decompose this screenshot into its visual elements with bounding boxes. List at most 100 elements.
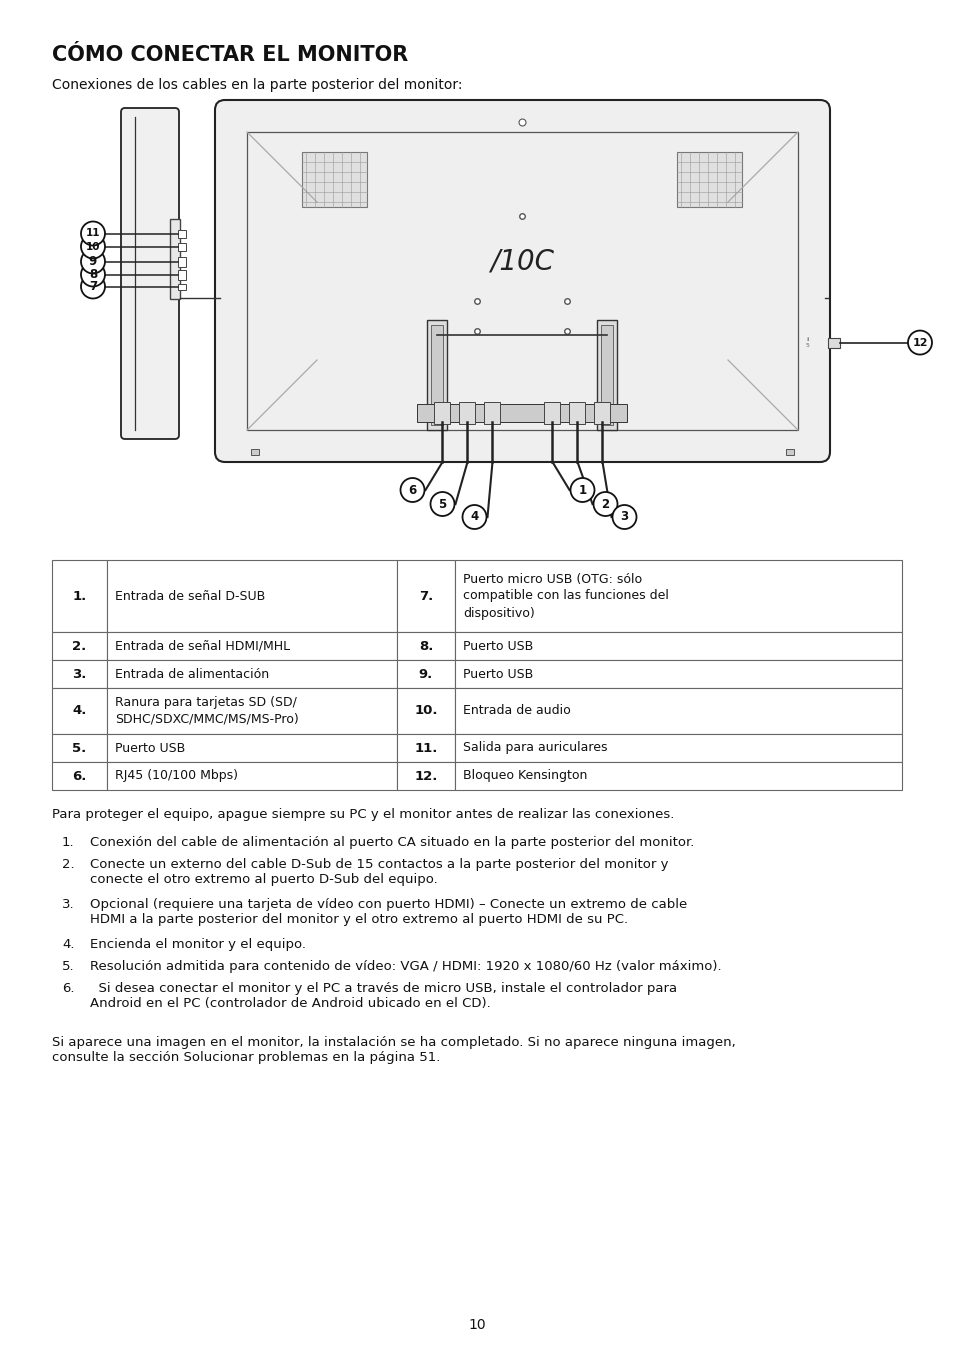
Text: Puerto micro USB (OTG: sólo
compatible con las funciones del
dispositivo): Puerto micro USB (OTG: sólo compatible c… xyxy=(462,573,668,620)
Circle shape xyxy=(570,478,594,502)
Text: 8.: 8. xyxy=(418,639,433,653)
Text: 6: 6 xyxy=(408,483,416,497)
FancyBboxPatch shape xyxy=(121,108,179,439)
Text: 6.: 6. xyxy=(72,769,87,783)
Bar xyxy=(544,402,560,424)
Circle shape xyxy=(907,330,931,355)
Text: Bloqueo Kensington: Bloqueo Kensington xyxy=(462,769,587,783)
Bar xyxy=(427,320,447,431)
Text: Si aparece una imagen en el monitor, la instalación se ha completado. Si no apar: Si aparece una imagen en el monitor, la … xyxy=(52,1036,735,1064)
Text: Encienda el monitor y el equipo.: Encienda el monitor y el equipo. xyxy=(90,938,306,951)
Text: 1.: 1. xyxy=(62,835,74,849)
Bar xyxy=(396,688,455,734)
Text: 1: 1 xyxy=(578,483,586,497)
Text: Puerto USB: Puerto USB xyxy=(462,668,533,681)
Text: Si desea conectar el monitor y el PC a través de micro USB, instale el controlad: Si desea conectar el monitor y el PC a t… xyxy=(90,982,677,1010)
Bar xyxy=(107,688,396,734)
Bar xyxy=(396,734,455,762)
Bar xyxy=(455,762,901,789)
Text: 4.: 4. xyxy=(72,704,87,718)
Text: Conexiones de los cables en la parte posterior del monitor:: Conexiones de los cables en la parte pos… xyxy=(52,79,462,92)
Text: 12: 12 xyxy=(911,337,926,348)
Bar xyxy=(396,632,455,659)
Bar xyxy=(302,152,367,207)
Text: Resolución admitida para contenido de vídeo: VGA / HDMI: 1920 x 1080/60 Hz (valo: Resolución admitida para contenido de ví… xyxy=(90,960,720,974)
Circle shape xyxy=(81,234,105,259)
Bar xyxy=(459,402,475,424)
Bar xyxy=(396,762,455,789)
Bar xyxy=(107,734,396,762)
Text: RJ45 (10/100 Mbps): RJ45 (10/100 Mbps) xyxy=(115,769,237,783)
Text: 6.: 6. xyxy=(62,982,74,995)
Text: 7.: 7. xyxy=(418,589,433,603)
Text: 3.: 3. xyxy=(62,898,74,911)
Circle shape xyxy=(612,505,636,529)
Text: CÓMO CONECTAR EL MONITOR: CÓMO CONECTAR EL MONITOR xyxy=(52,45,408,65)
Text: Entrada de alimentación: Entrada de alimentación xyxy=(115,668,269,681)
Text: 11: 11 xyxy=(86,229,100,238)
Text: 9: 9 xyxy=(89,255,97,268)
Text: 3.: 3. xyxy=(72,668,87,681)
Bar xyxy=(107,632,396,659)
Bar xyxy=(52,632,107,659)
Text: Puerto USB: Puerto USB xyxy=(462,639,533,653)
Bar xyxy=(484,402,500,424)
Bar xyxy=(52,688,107,734)
Text: Conexión del cable de alimentación al puerto CA situado en la parte posterior de: Conexión del cable de alimentación al pu… xyxy=(90,835,694,849)
Bar xyxy=(52,659,107,688)
Bar xyxy=(178,283,186,290)
Bar xyxy=(417,403,627,422)
Text: 12.: 12. xyxy=(414,769,437,783)
Text: 10: 10 xyxy=(86,241,100,252)
Bar xyxy=(569,402,585,424)
Circle shape xyxy=(81,222,105,245)
Bar xyxy=(431,325,443,425)
Text: Puerto USB: Puerto USB xyxy=(115,742,185,754)
Circle shape xyxy=(462,505,486,529)
Bar xyxy=(594,402,610,424)
Bar xyxy=(785,450,793,455)
Text: 4.: 4. xyxy=(62,938,74,951)
Circle shape xyxy=(593,492,617,516)
Circle shape xyxy=(81,275,105,298)
Text: 5: 5 xyxy=(438,497,446,510)
Circle shape xyxy=(400,478,424,502)
Bar xyxy=(247,131,797,431)
Bar xyxy=(677,152,741,207)
Text: Conecte un externo del cable D-Sub de 15 contactos a la parte posterior del moni: Conecte un externo del cable D-Sub de 15… xyxy=(90,858,668,886)
Bar xyxy=(251,450,258,455)
Bar xyxy=(178,229,186,237)
Text: 4: 4 xyxy=(470,510,478,524)
Text: 10.: 10. xyxy=(414,704,437,718)
Text: 2.: 2. xyxy=(62,858,74,871)
Text: Entrada de audio: Entrada de audio xyxy=(462,704,570,718)
Bar xyxy=(455,734,901,762)
Text: 9.: 9. xyxy=(418,668,433,681)
Bar xyxy=(170,218,180,298)
Text: 2: 2 xyxy=(600,497,609,510)
Bar xyxy=(827,337,840,348)
Text: 8: 8 xyxy=(89,268,97,282)
Bar xyxy=(601,325,613,425)
Text: ii
5: ii 5 xyxy=(805,337,809,348)
Bar xyxy=(597,320,617,431)
Bar xyxy=(107,561,396,632)
Text: 5.: 5. xyxy=(62,960,74,974)
Bar xyxy=(455,659,901,688)
Bar xyxy=(107,659,396,688)
Text: 10: 10 xyxy=(468,1317,485,1332)
Circle shape xyxy=(430,492,454,516)
Bar xyxy=(178,269,186,279)
Bar xyxy=(455,561,901,632)
Text: 7: 7 xyxy=(89,280,97,292)
Circle shape xyxy=(81,263,105,287)
Bar xyxy=(178,242,186,250)
Text: Para proteger el equipo, apague siempre su PC y el monitor antes de realizar las: Para proteger el equipo, apague siempre … xyxy=(52,808,674,821)
Bar xyxy=(434,402,450,424)
Text: 2.: 2. xyxy=(72,639,87,653)
FancyBboxPatch shape xyxy=(214,100,829,462)
Text: Entrada de señal D-SUB: Entrada de señal D-SUB xyxy=(115,589,265,603)
Text: 5.: 5. xyxy=(72,742,87,754)
Bar xyxy=(52,734,107,762)
Text: /10C: /10C xyxy=(490,246,554,275)
